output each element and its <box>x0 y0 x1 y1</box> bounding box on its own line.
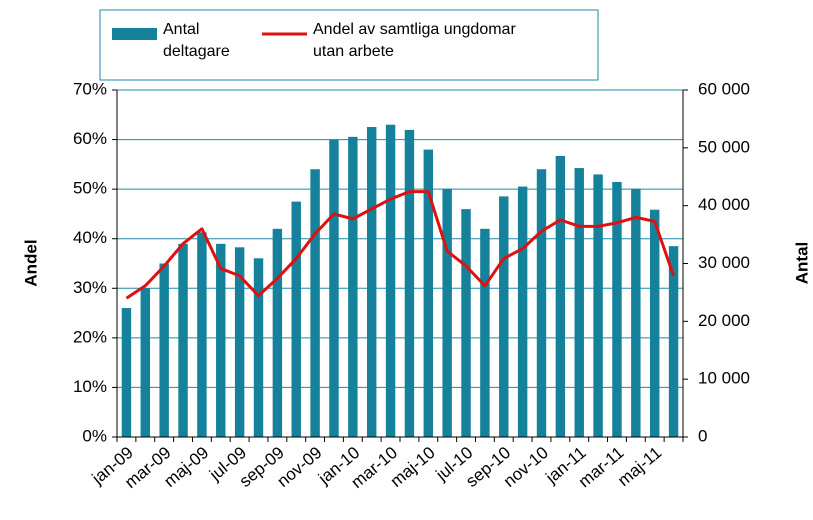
line <box>125 190 675 300</box>
bar <box>480 228 490 437</box>
legend-label: Andel av samtliga ungdomar utan arbete <box>313 21 516 60</box>
y-tick-label: 70% <box>73 79 107 98</box>
legend-box <box>99 9 599 81</box>
bar <box>366 127 377 437</box>
bar <box>140 288 151 437</box>
bar <box>612 181 622 437</box>
y-axis-title: Andel <box>21 239 40 286</box>
bar <box>668 246 679 437</box>
legend-swatch-bar <box>112 28 157 40</box>
bar <box>272 228 283 437</box>
y-tick-label: 20% <box>73 327 107 346</box>
bar <box>517 186 528 437</box>
y2-tick-label: 10 000 <box>698 369 750 388</box>
y2-axis-title: Antal <box>792 242 811 285</box>
y-tick-label: 30% <box>73 278 107 297</box>
bar <box>404 129 415 437</box>
bar <box>574 168 584 437</box>
x-tick-label: maj-11 <box>614 443 665 490</box>
bar <box>310 169 320 437</box>
bar <box>536 169 547 437</box>
bar <box>329 139 339 437</box>
bar <box>631 188 641 437</box>
y-tick-label: 60% <box>73 129 107 148</box>
y-tick-label: 50% <box>73 179 107 198</box>
bar <box>234 247 245 437</box>
bar <box>385 124 396 437</box>
bar <box>423 149 434 437</box>
bar <box>121 308 132 437</box>
bar <box>178 243 188 437</box>
bar <box>197 232 207 437</box>
y2-tick-label: 60 000 <box>698 79 750 98</box>
y-tick-label: 0% <box>82 426 107 445</box>
y2-tick-label: 50 000 <box>698 137 750 156</box>
bar <box>348 136 358 437</box>
y2-tick-label: 30 000 <box>698 253 750 272</box>
bar <box>442 188 452 437</box>
bar <box>499 196 509 437</box>
bar <box>253 258 264 437</box>
y2-tick-label: 20 000 <box>698 311 750 330</box>
bar <box>291 201 301 437</box>
y-tick-label: 10% <box>73 377 107 396</box>
bar <box>649 209 660 437</box>
bar <box>461 209 471 437</box>
y2-tick-label: 40 000 <box>698 195 750 214</box>
y-tick-label: 40% <box>73 228 107 247</box>
bar <box>593 174 603 438</box>
bar <box>216 243 226 437</box>
legend-label: Antal deltagare <box>163 21 230 60</box>
bar <box>555 155 566 437</box>
bar <box>159 263 169 437</box>
y2-tick-label: 0 <box>698 426 707 445</box>
